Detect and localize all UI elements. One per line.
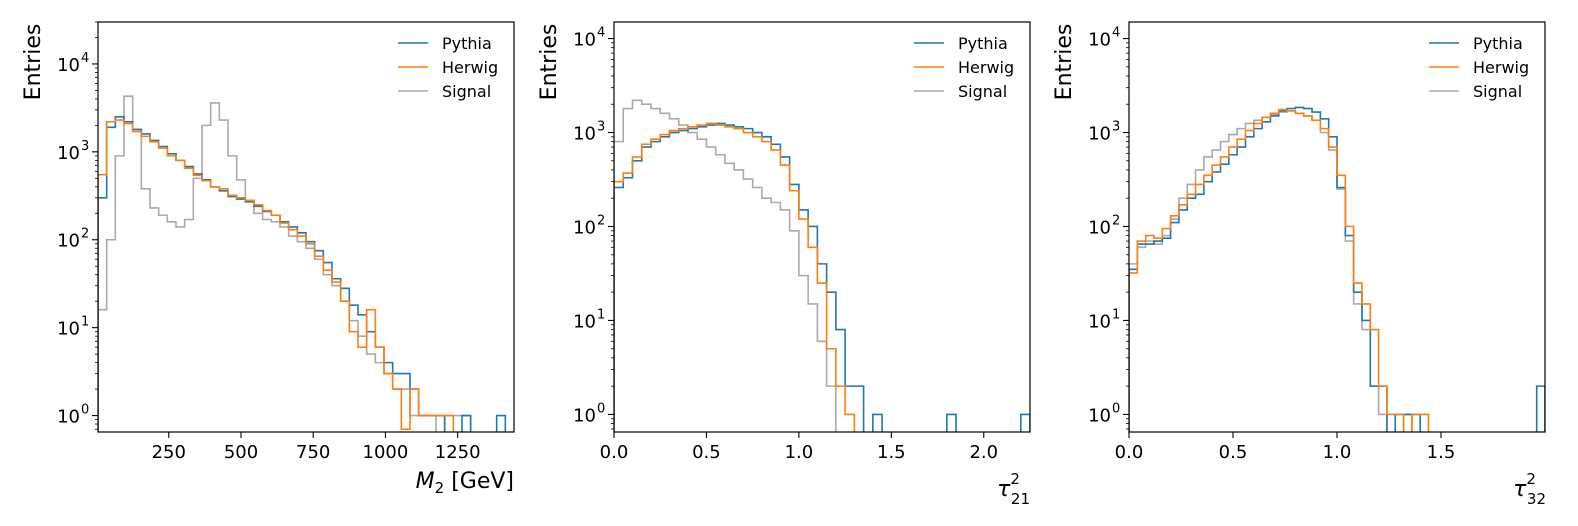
legend-label-signal: Signal (442, 82, 491, 101)
y-tick-exponent: 2 (1112, 213, 1120, 228)
y-tick-exponent: 4 (1112, 26, 1120, 41)
y-tick-exponent: 2 (597, 213, 605, 228)
x-tick-label: 0.5 (692, 442, 721, 463)
y-tick-label: 10 (1088, 405, 1111, 426)
series-line-herwig (98, 119, 455, 432)
plot-area (614, 99, 1030, 432)
y-tick-exponent: 3 (597, 120, 605, 135)
y-tick-label: 10 (1088, 311, 1111, 332)
y-tick-exponent: 4 (81, 51, 89, 66)
x-tick-label: 500 (224, 442, 258, 463)
legend-label-herwig: Herwig (958, 58, 1014, 77)
y-tick-exponent: 3 (81, 139, 89, 154)
y-tick-label: 10 (1088, 124, 1111, 145)
x-axis-label: τ2 21 (997, 470, 1030, 508)
legend-label-herwig: Herwig (1473, 58, 1529, 77)
legend-label-pythia: Pythia (1473, 34, 1523, 53)
y-tick-exponent: 3 (1112, 120, 1120, 135)
y-tick-exponent: 1 (81, 315, 89, 330)
x-tick-label: 1.5 (877, 442, 906, 463)
x-tick-label: 2.0 (969, 442, 998, 463)
x-tick-label: 0.5 (1219, 442, 1248, 463)
y-tick-exponent: 4 (597, 26, 605, 41)
plot-area (1129, 106, 1545, 432)
legend-label-signal: Signal (1473, 82, 1522, 101)
series-line-herwig (614, 122, 856, 432)
legend-label-signal: Signal (958, 82, 1007, 101)
y-tick-label: 10 (573, 124, 596, 145)
y-tick-label: 10 (57, 55, 80, 76)
y-tick-exponent: 0 (1112, 401, 1120, 416)
axes-frame (97, 21, 515, 433)
y-tick-label: 10 (57, 319, 80, 340)
y-tick-label: 10 (573, 311, 596, 332)
y-tick-exponent: 0 (597, 401, 605, 416)
y-tick-label: 10 (57, 231, 80, 252)
series-line-signal (98, 95, 472, 432)
series-line-herwig (1129, 108, 1430, 432)
y-axis-label: Entries (21, 24, 46, 101)
x-tick-label: 0.0 (1115, 442, 1144, 463)
series-line-signal (614, 99, 837, 432)
x-tick-label: 1.5 (1427, 442, 1456, 463)
legend-label-pythia: Pythia (958, 34, 1008, 53)
y-tick-exponent: 2 (81, 227, 89, 242)
plot-area (98, 95, 507, 432)
y-axis-label: Entries (537, 24, 562, 101)
x-tick-label: 1.0 (1323, 442, 1352, 463)
x-tick-label: 250 (152, 442, 186, 463)
x-axis-label: M2 [GeV] (416, 469, 514, 497)
y-tick-label: 10 (1088, 30, 1111, 51)
x-tick-label: 1250 (435, 442, 481, 463)
y-tick-exponent: 0 (81, 403, 89, 418)
y-axis-label: Entries (1052, 24, 1077, 101)
y-tick-label: 10 (57, 143, 80, 164)
series-line-pythia (98, 116, 507, 432)
x-tick-label: 750 (296, 442, 330, 463)
y-tick-label: 10 (1088, 217, 1111, 238)
x-axis-label: τ2 32 (1513, 470, 1546, 508)
y-tick-label: 10 (573, 217, 596, 238)
x-tick-label: 0.0 (600, 442, 629, 463)
y-tick-label: 10 (57, 407, 80, 428)
y-tick-label: 10 (573, 405, 596, 426)
series-line-pythia (614, 122, 1030, 432)
legend-label-pythia: Pythia (442, 34, 492, 53)
x-tick-label: 1.0 (785, 442, 814, 463)
y-tick-label: 10 (573, 30, 596, 51)
y-tick-exponent: 1 (597, 307, 605, 322)
legend-label-herwig: Herwig (442, 58, 498, 77)
y-tick-exponent: 1 (1112, 307, 1120, 322)
x-tick-label: 1000 (363, 442, 409, 463)
